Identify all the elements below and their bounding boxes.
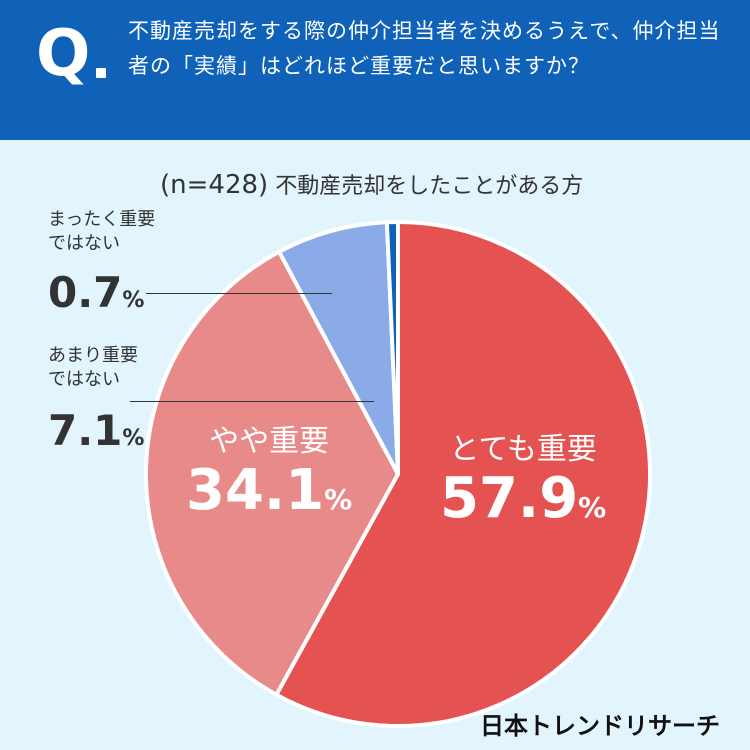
pct-not-important-at-all-value: 0.7 xyxy=(48,268,123,317)
brand-logo-text: 日本トレンドリサーチ xyxy=(480,712,720,740)
slice-very-important xyxy=(274,220,652,728)
pct-very-important-value: 57.9 xyxy=(440,466,579,531)
label-not-very-important-line1: あまり重要 xyxy=(48,345,138,366)
pct-not-important-at-all-unit: % xyxy=(122,288,145,313)
label-not-important-at-all-line1: まったく重要 xyxy=(48,209,156,230)
pct-not-important-at-all: 0.7% xyxy=(48,272,144,314)
label-not-important-at-all-line2: ではない xyxy=(48,233,120,254)
respondent-description: 不動産売却をしたことがある方 xyxy=(275,174,584,199)
pct-not-very-important-unit: % xyxy=(122,426,145,451)
label-very-important-name: とても重要 xyxy=(449,432,597,467)
leader-line-not-very-important xyxy=(130,401,374,402)
slice-not-very-important xyxy=(277,220,400,476)
label-not-important-at-all: まったく重要 ではない xyxy=(48,208,155,256)
pct-somewhat-important: 34.1% xyxy=(186,460,352,522)
chart-subtitle: (n=428) 不動産売却をしたことがある方 xyxy=(160,168,583,200)
label-not-very-important: あまり重要 ではない xyxy=(48,344,138,392)
label-somewhat-important: やや重要 34.1% xyxy=(186,416,352,522)
pct-somewhat-important-value: 34.1 xyxy=(186,458,325,523)
label-very-important: とても重要 57.9% xyxy=(440,424,606,530)
label-somewhat-important-name: やや重要 xyxy=(209,424,330,459)
pct-somewhat-important-unit: % xyxy=(324,483,353,516)
slice-somewhat-important xyxy=(144,249,400,697)
question-header: Q 不動産売却をする際の仲介担当者を決めるうえで、仲介担当者の「実績」はどれほど… xyxy=(0,0,750,140)
q-dot xyxy=(96,68,106,78)
sample-size: (n=428) xyxy=(160,170,269,200)
pct-not-very-important: 7.1% xyxy=(48,410,144,452)
question-text: 不動産売却をする際の仲介担当者を決めるうえで、仲介担当者の「実績」はどれほど重要… xyxy=(128,19,721,78)
pct-not-very-important-value: 7.1 xyxy=(48,406,123,455)
q-mark: Q xyxy=(36,17,91,91)
pct-very-important-unit: % xyxy=(578,491,607,524)
slice-not-important-at-all xyxy=(384,220,400,476)
leader-line-not-important-at-all xyxy=(146,293,332,294)
pct-very-important: 57.9% xyxy=(440,468,606,530)
label-not-very-important-line2: ではない xyxy=(48,369,120,390)
